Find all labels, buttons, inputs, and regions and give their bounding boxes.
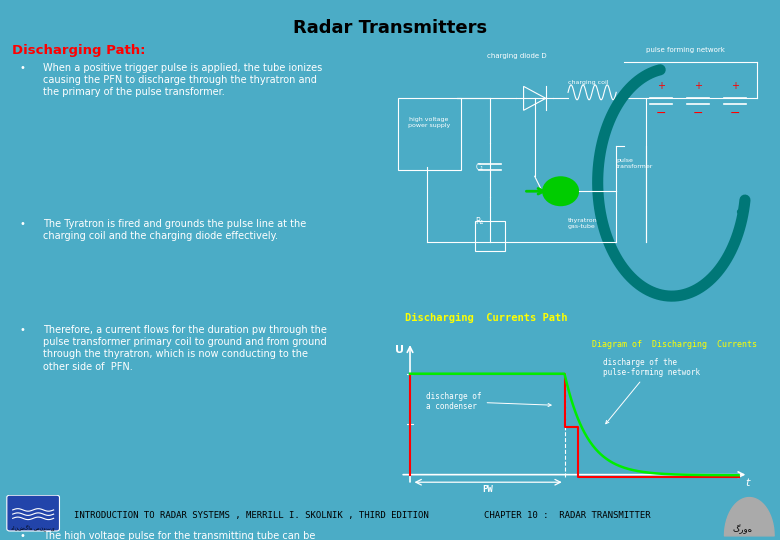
Text: U: U [395,345,403,355]
Text: pulse forming network: pulse forming network [646,48,725,53]
Text: discharge of the
pulse-forming network: discharge of the pulse-forming network [603,357,700,424]
Text: PW: PW [482,485,493,494]
Text: •: • [20,531,26,540]
Text: R₁: R₁ [475,217,484,226]
Text: t: t [745,478,750,488]
Text: charging coil: charging coil [568,80,608,85]
Text: −: − [693,107,703,120]
Text: pulse
transformer: pulse transformer [616,158,654,169]
Text: •: • [20,325,26,334]
Text: CHAPTER 10 :  RADAR TRANSMITTER: CHAPTER 10 : RADAR TRANSMITTER [484,511,651,520]
Text: گروه: گروه [732,525,753,535]
Circle shape [542,176,579,206]
Text: INTRODUCTION TO RADAR SYSTEMS , MERRILL I. SKOLNIK , THIRD EDITION: INTRODUCTION TO RADAR SYSTEMS , MERRILL … [74,511,429,520]
Text: Therefore, a current flows for the duration pw through the
pulse transformer pri: Therefore, a current flows for the durat… [43,325,327,372]
Text: thyratron
gas-tube: thyratron gas-tube [568,218,597,229]
Text: Radar Transmitters: Radar Transmitters [293,19,487,37]
Text: •: • [20,63,26,72]
Text: Discharging  Currents Path: Discharging Currents Path [405,313,568,323]
Text: −: − [729,107,740,120]
Text: +: + [731,82,739,91]
Text: +: + [693,82,702,91]
Text: •: • [20,219,26,228]
FancyBboxPatch shape [7,495,59,531]
Text: +: + [657,82,665,91]
Text: The high voltage pulse for the transmitting tube can be
taken on the secondary c: The high voltage pulse for the transmitt… [43,531,315,540]
Text: charging diode D: charging diode D [487,53,546,59]
Text: دانشگاه صنعتی: دانشگاه صنعتی [11,525,55,532]
Text: The Tyratron is fired and grounds the pulse line at the
charging coil and the ch: The Tyratron is fired and grounds the pu… [43,219,306,241]
Text: C₁: C₁ [475,163,484,172]
Text: When a positive trigger pulse is applied, the tube ionizes
causing the PFN to di: When a positive trigger pulse is applied… [43,63,322,97]
Text: −: − [655,107,666,120]
Text: discharge of
a condenser: discharge of a condenser [426,392,551,411]
Text: high voltage
power supply: high voltage power supply [408,117,450,127]
Text: Diagram of  Discharging  Currents: Diagram of Discharging Currents [592,341,757,349]
Text: Discharging Path:: Discharging Path: [12,44,145,57]
